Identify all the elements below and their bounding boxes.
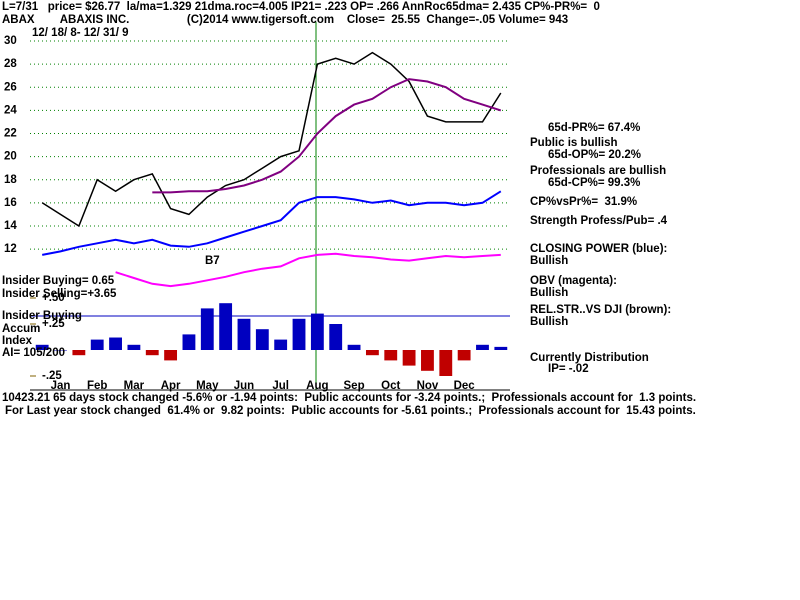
accum-tick-label: -.25: [42, 370, 62, 382]
left-note: Insider Selling=+3.65: [2, 288, 117, 300]
y-tick-label: 12: [4, 243, 17, 255]
accum-bar: [200, 308, 214, 350]
chart-title: ABAX ABAXIS INC. (C)2014 www.tigersoft.c…: [2, 14, 568, 26]
accum-bar: [476, 344, 489, 350]
accum-bar: [439, 350, 453, 376]
series-line: [115, 252, 501, 288]
left-note: Insider Buying: [2, 310, 82, 322]
right-note: Strength Profess/Pub= .4: [530, 215, 668, 227]
accum-bar: [72, 350, 86, 356]
right-note: Bullish: [530, 316, 568, 328]
x-tick-label: Nov: [417, 380, 439, 392]
x-tick-label: Jan: [51, 380, 71, 392]
accum-bar: [182, 334, 196, 350]
y-tick-label: 16: [4, 197, 17, 209]
accum-bar: [402, 350, 416, 366]
y-tick-label: 28: [4, 58, 17, 70]
x-tick-label: Dec: [454, 380, 476, 392]
footer: For Last year stock changed 61.4% or 9.8…: [5, 405, 696, 417]
y-tick-label: 20: [4, 151, 17, 163]
accum-bar: [164, 350, 178, 361]
y-tick-label: 30: [4, 35, 17, 47]
left-note: Insider Buying= 0.65: [2, 275, 115, 287]
right-note: CLOSING POWER (blue):: [530, 243, 667, 255]
right-note: CP%vsPr%= 31.9%: [530, 196, 637, 208]
accum-bar: [255, 329, 269, 350]
y-tick-label: 22: [4, 128, 17, 140]
header: L=7/31 price= $26.77 la/ma=1.329 21dma.r…: [2, 1, 600, 13]
y-tick-label: 24: [4, 104, 17, 116]
accum-bar: [384, 350, 398, 361]
accum-bar: [90, 339, 104, 350]
x-tick-label: Apr: [161, 380, 181, 392]
left-note: Index: [2, 335, 33, 347]
accum-tick-label: +.25: [42, 318, 65, 330]
x-tick-label: Oct: [381, 380, 400, 392]
accum-bar: [457, 350, 471, 361]
left-note: B7: [205, 255, 220, 267]
accum-bar: [109, 337, 122, 350]
right-note: 65d-PR%= 67.4%: [548, 122, 640, 134]
footer: 10423.21 65 days stock changed -5.6% or …: [2, 392, 696, 404]
right-note: 65d-OP%= 20.2%: [548, 149, 641, 161]
left-note: Accum: [2, 323, 40, 335]
series-line: [41, 51, 502, 228]
right-note: Bullish: [530, 287, 568, 299]
accum-bar: [329, 324, 343, 350]
accum-bar: [274, 339, 288, 350]
accum-bar: [292, 318, 306, 350]
x-tick-label: Feb: [87, 380, 107, 392]
x-tick-label: Aug: [306, 380, 328, 392]
subtitle: 12/ 18/ 8- 12/ 31/ 9: [32, 27, 129, 39]
series-line: [152, 78, 502, 194]
left-note: AI= 105/200: [2, 347, 65, 359]
accum-bar: [35, 344, 49, 350]
right-note: IP= -.02: [548, 363, 589, 375]
x-tick-label: Sep: [344, 380, 365, 392]
y-tick-label: 18: [4, 174, 17, 186]
right-note: Professionals are bullish: [530, 165, 666, 177]
accum-bar: [219, 303, 233, 350]
accum-bar: [365, 350, 379, 356]
accum-bar: [347, 344, 361, 350]
y-tick-label: 14: [4, 220, 17, 232]
accum-bar: [237, 318, 251, 350]
right-note: Currently Distribution: [530, 352, 649, 364]
right-note: Public is bullish: [530, 137, 618, 149]
accum-bar: [310, 313, 324, 350]
accum-bar: [127, 344, 141, 350]
accum-bar: [421, 350, 434, 371]
accum-bar: [54, 350, 67, 351]
accum-bar: [494, 346, 508, 350]
right-note: 65d-CP%= 99.3%: [548, 177, 640, 189]
right-note: Bullish: [530, 255, 568, 267]
y-tick-label: 26: [4, 81, 17, 93]
x-tick-label: Mar: [124, 380, 145, 392]
x-tick-label: Jul: [272, 380, 289, 392]
right-note: REL.STR..VS DJI (brown):: [530, 304, 671, 316]
x-tick-label: Jun: [234, 380, 254, 392]
accum-bar: [145, 350, 159, 356]
accum-tick-label: +.50: [42, 292, 65, 304]
series-line: [42, 190, 502, 256]
x-tick-label: May: [196, 380, 219, 392]
right-note: OBV (magenta):: [530, 275, 617, 287]
